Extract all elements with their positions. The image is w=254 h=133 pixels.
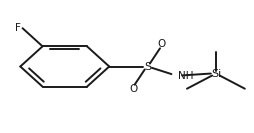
Text: S: S (144, 61, 151, 72)
Text: O: O (129, 84, 137, 94)
Text: O: O (157, 39, 165, 49)
Text: Si: Si (211, 68, 221, 79)
Text: F: F (15, 23, 21, 33)
Text: NH: NH (178, 71, 193, 81)
